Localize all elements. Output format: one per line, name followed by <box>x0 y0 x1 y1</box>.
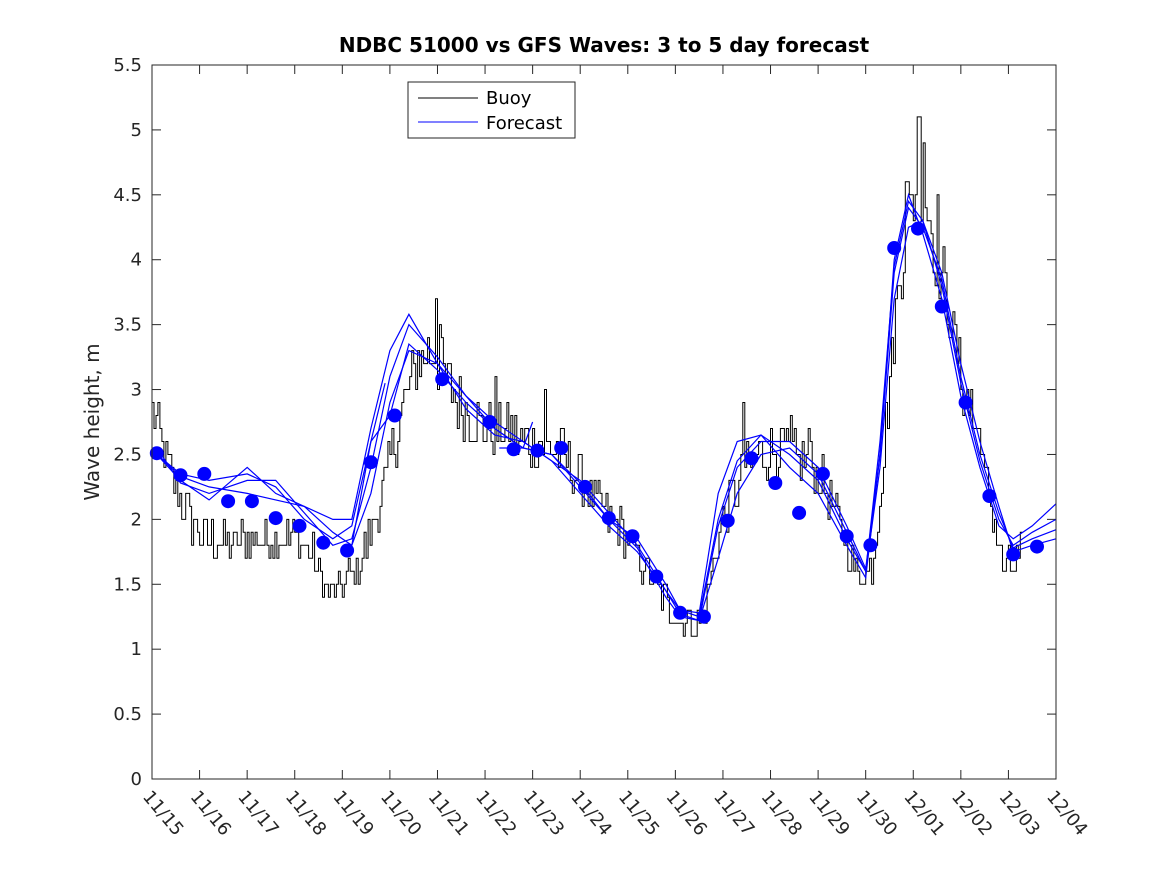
forecast-point <box>578 479 592 494</box>
forecast-point <box>530 443 545 458</box>
legend-buoy-label: Buoy <box>486 88 532 109</box>
y-tick-label: 1.5 <box>113 574 142 595</box>
forecast-point <box>268 511 283 526</box>
forecast-point <box>839 529 854 544</box>
legend: Buoy Forecast <box>407 81 576 139</box>
forecast-point <box>958 395 973 410</box>
y-tick-label: 5.5 <box>113 55 142 76</box>
forecast-point <box>244 494 259 509</box>
forecast-point <box>1030 539 1044 554</box>
plot-area <box>152 65 1056 779</box>
forecast-lines <box>156 192 1057 622</box>
forecast-points <box>149 221 1044 624</box>
forecast-point <box>506 442 521 457</box>
y-tick-label: 3 <box>131 380 142 401</box>
forecast-point <box>292 518 307 533</box>
y-tick-label: 0 <box>131 769 142 790</box>
forecast-point <box>1006 547 1021 562</box>
forecast-point <box>625 529 640 544</box>
forecast-point <box>316 535 331 550</box>
forecast-point <box>911 221 925 236</box>
forecast-point <box>601 511 616 526</box>
forecast-point <box>934 299 949 314</box>
forecast-line <box>156 192 1057 614</box>
y-tick-labels: 0 0.5 1 1.5 2 2.5 3 3.5 4 4.5 5 5.5 <box>113 55 142 790</box>
forecast-line <box>156 219 1057 622</box>
forecast-point <box>221 494 236 509</box>
forecast-point <box>363 455 378 470</box>
forecast-point <box>149 446 164 461</box>
forecast-point <box>768 476 783 490</box>
forecast-point <box>173 468 188 483</box>
chart-title: NDBC 51000 vs GFS Waves: 3 to 5 day fore… <box>339 33 870 57</box>
forecast-point <box>720 513 735 528</box>
forecast-point <box>554 441 569 455</box>
forecast-line <box>351 382 386 546</box>
forecast-point <box>696 609 711 624</box>
forecast-point <box>887 241 902 255</box>
forecast-point <box>197 466 212 481</box>
forecast-point <box>744 451 759 466</box>
forecast-point <box>863 538 878 553</box>
forecast-point <box>340 543 355 558</box>
forecast-point <box>482 415 497 429</box>
y-tick-label: 1 <box>131 639 142 660</box>
legend-box <box>407 81 576 139</box>
y-tick-label: 2.5 <box>113 444 142 465</box>
forecast-point <box>673 605 688 620</box>
forecast-point <box>387 408 402 423</box>
forecast-point <box>435 372 450 387</box>
y-tick-label: 4.5 <box>113 185 142 206</box>
y-tick-label: 0.5 <box>113 704 142 725</box>
y-axis-label: Wave height, m <box>80 343 104 500</box>
legend-forecast-label: Forecast <box>486 113 562 134</box>
forecast-point <box>982 489 997 503</box>
forecast-line <box>156 199 1057 618</box>
y-tick-label: 5 <box>131 120 142 141</box>
forecast-point <box>815 466 830 481</box>
plot-frame <box>151 64 1057 780</box>
y-tick-label: 4 <box>131 250 142 271</box>
y-tick-label: 2 <box>131 509 142 530</box>
y-tick-label: 3.5 <box>113 315 142 336</box>
forecast-point <box>792 505 807 520</box>
forecast-point <box>649 569 664 584</box>
